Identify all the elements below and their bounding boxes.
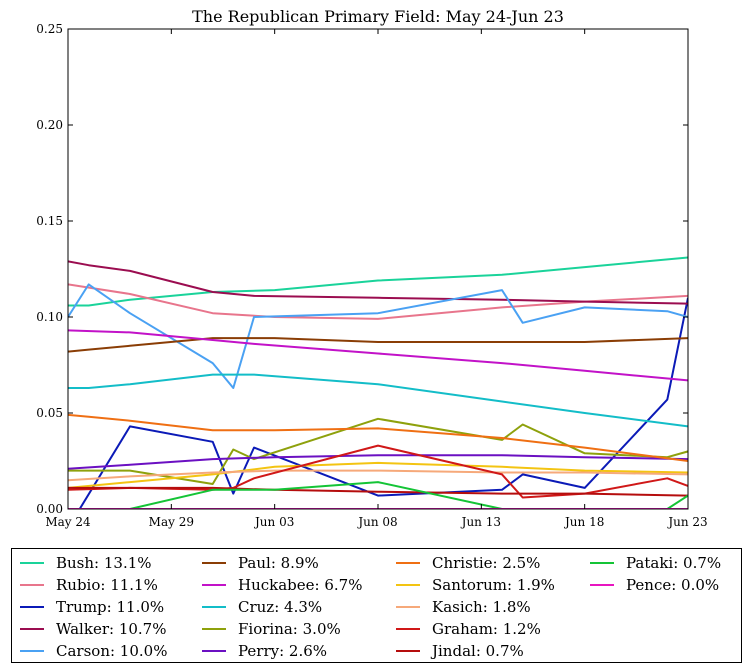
x-tick-label: Jun 18	[563, 515, 604, 529]
y-tick-label: 0.10	[36, 310, 63, 324]
legend-label: Paul: 8.9%	[238, 554, 319, 572]
plot-frame	[67, 28, 689, 510]
series-line-1	[68, 283, 688, 320]
legend-entry: Pence: 0.0%	[590, 574, 719, 596]
legend-swatch	[202, 628, 226, 630]
chart-title: The Republican Primary Field: May 24-Jun…	[192, 7, 564, 26]
legend-label: Carson: 10.0%	[56, 642, 168, 660]
legend-entry: Perry: 2.6%	[202, 640, 327, 662]
legend-label: Graham: 1.2%	[432, 620, 541, 638]
series-line-11	[68, 461, 688, 489]
legend-entry: Walker: 10.7%	[20, 618, 166, 640]
legend-entry: Bush: 13.1%	[20, 552, 152, 574]
y-tick-label: 0.25	[36, 22, 63, 36]
legend-label: Kasich: 1.8%	[432, 598, 531, 616]
x-tick-label: Jun 13	[460, 515, 501, 529]
legend-swatch	[590, 584, 614, 586]
legend-entry: Trump: 11.0%	[20, 596, 164, 618]
legend-entry: Carson: 10.0%	[20, 640, 167, 662]
legend: Bush: 13.1% Rubio: 11.1% Trump: 11.0% Walke…	[11, 548, 742, 663]
x-tick-label: Jun 23	[666, 515, 707, 529]
series-line-6	[68, 329, 688, 382]
legend-swatch	[202, 606, 226, 608]
series-line-8	[68, 417, 688, 485]
legend-swatch	[202, 584, 226, 586]
legend-label: Perry: 2.6%	[238, 642, 328, 660]
legend-swatch	[20, 562, 44, 564]
legend-label: Jindal: 0.7%	[432, 642, 524, 660]
legend-swatch	[396, 628, 420, 630]
legend-entry: Rubio: 11.1%	[20, 574, 158, 596]
legend-entry: Christie: 2.5%	[396, 552, 540, 574]
y-tick-label: 0.00	[36, 502, 63, 516]
series-line-10	[68, 413, 688, 462]
series-line-7	[68, 373, 688, 428]
legend-entry: Kasich: 1.8%	[396, 596, 531, 618]
legend-label: Pence: 0.0%	[626, 576, 720, 594]
legend-entry: Pataki: 0.7%	[590, 552, 721, 574]
legend-entry: Fiorina: 3.0%	[202, 618, 341, 640]
x-tick-label: May 24	[45, 515, 91, 529]
series-line-4	[68, 283, 688, 389]
legend-swatch	[202, 562, 226, 564]
legend-label: Cruz: 4.3%	[238, 598, 323, 616]
ticks-layer: 0.00 0.05 0.10 0.15 0.20 0.25 May 24 May 29 Jun …	[36, 22, 707, 529]
legend-label: Rubio: 11.1%	[56, 576, 158, 594]
series-line-3	[68, 260, 688, 305]
x-tick-label: May 29	[149, 515, 194, 529]
legend-entry: Huckabee: 6.7%	[202, 574, 362, 596]
legend-entry: Santorum: 1.9%	[396, 574, 555, 596]
legend-swatch	[396, 562, 420, 564]
series-line-12	[68, 469, 688, 482]
legend-label: Santorum: 1.9%	[432, 576, 555, 594]
series-line-5	[68, 337, 688, 353]
legend-label: Pataki: 0.7%	[626, 554, 722, 572]
legend-label: Bush: 13.1%	[56, 554, 152, 572]
legend-label: Huckabee: 6.7%	[238, 576, 363, 594]
legend-swatch	[20, 584, 44, 586]
legend-swatch	[396, 606, 420, 608]
legend-entry: Paul: 8.9%	[202, 552, 319, 574]
y-tick-label: 0.15	[36, 214, 63, 228]
legend-label: Trump: 11.0%	[56, 598, 165, 616]
legend-swatch	[20, 606, 44, 608]
series-line-0	[68, 256, 688, 307]
legend-label: Christie: 2.5%	[432, 554, 541, 572]
legend-swatch	[20, 628, 44, 630]
legend-swatch	[202, 650, 226, 652]
series-line-15	[123, 481, 688, 509]
x-tick-label: Jun 03	[253, 515, 294, 529]
x-tick-label: Jun 08	[356, 515, 397, 529]
y-tick-label: 0.05	[36, 406, 63, 420]
legend-swatch	[396, 650, 420, 652]
series-line-13	[68, 444, 688, 499]
series-line-9	[68, 454, 688, 470]
legend-swatch	[20, 650, 44, 652]
series-layer	[68, 256, 688, 509]
chart-canvas: The Republican Primary Field: May 24-Jun…	[36, 7, 707, 529]
legend-label: Fiorina: 3.0%	[238, 620, 341, 638]
legend-label: Walker: 10.7%	[56, 620, 167, 638]
legend-entry: Jindal: 0.7%	[396, 640, 524, 662]
series-line-14	[68, 486, 688, 497]
legend-swatch	[590, 562, 614, 564]
legend-swatch	[396, 584, 420, 586]
legend-entry: Cruz: 4.3%	[202, 596, 322, 618]
y-tick-label: 0.20	[36, 118, 63, 132]
legend-entry: Graham: 1.2%	[396, 618, 541, 640]
